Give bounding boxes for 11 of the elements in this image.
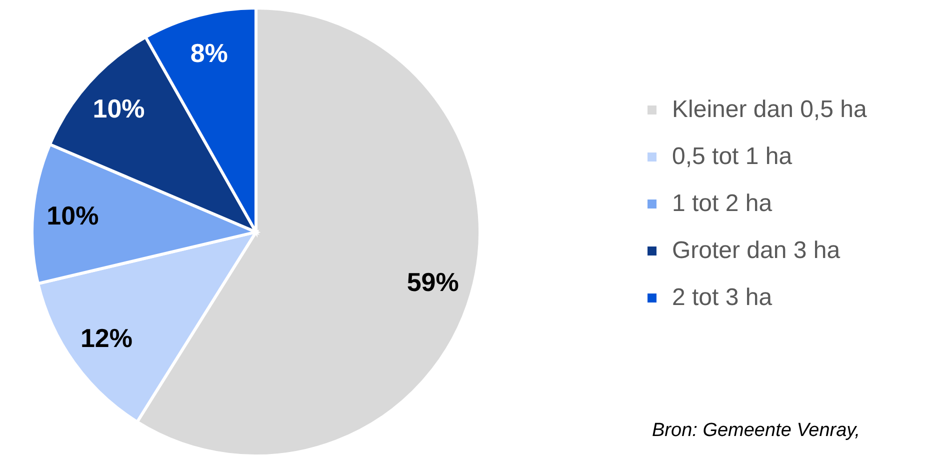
legend-label: Groter dan 3 ha [672,237,841,264]
data-label: 10% [92,93,145,124]
data-label: 12% [80,323,132,354]
legend-label: Kleiner dan 0,5 ha [672,96,868,123]
data-label: 59% [406,266,459,297]
data-label: 10% [46,200,99,230]
text: Bron: Gemeente Venray, [652,420,860,442]
legend-label: 2 tot 3 ha [672,284,773,311]
legend-label: 0,5 tot 1 ha [672,143,793,170]
data-label: 8% [190,38,228,68]
legend-label: 1 tot 2 ha [672,190,773,217]
